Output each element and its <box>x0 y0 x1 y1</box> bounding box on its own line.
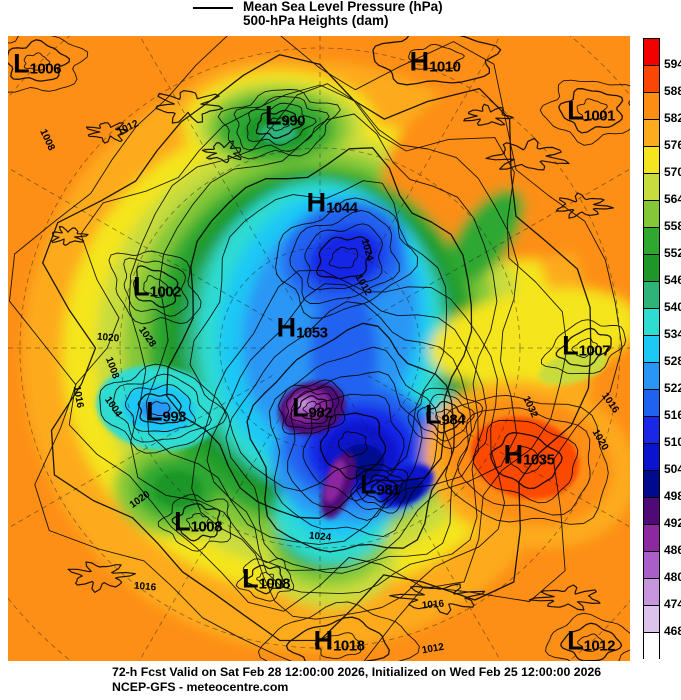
title-line1: Mean Sea Level Pressure (hPa) <box>243 0 443 14</box>
colorbar-bands <box>643 38 660 660</box>
map-panel: L 1006 H 1010 L 990 L 1001 H 1044 L 1002 H 1053 L 1007 L… <box>8 36 630 661</box>
colorbar-band <box>644 633 659 660</box>
contour-line-icon <box>193 7 233 9</box>
colorbar-band <box>644 93 659 120</box>
colorbar-band <box>644 390 659 417</box>
colorbar-tick-label: 546 <box>664 273 681 287</box>
colorbar-tick-label: 522 <box>664 381 681 395</box>
colorbar-tick-label: 570 <box>664 165 681 179</box>
chart-legend: Mean Sea Level Pressure (hPa) 500-hPa He… <box>193 0 443 28</box>
colorbar-tick-label: 528 <box>664 354 681 368</box>
colorbar-tick-label: 480 <box>664 570 681 584</box>
colorbar-band <box>644 228 659 255</box>
colorbar-tick-label: 582 <box>664 111 681 125</box>
colorbar-band <box>644 255 659 282</box>
colorbar-band <box>644 309 659 336</box>
colorbar-tick-label: 474 <box>664 597 681 611</box>
colorbar-tick-label: 594 <box>664 57 681 71</box>
colorbar-band <box>644 417 659 444</box>
colorbar-tick-label: 540 <box>664 300 681 314</box>
colorbar-tick-label: 516 <box>664 408 681 422</box>
colorbar-band <box>644 39 659 66</box>
colorbar-tick-label: 510 <box>664 435 681 449</box>
colorbar-tick-label: 504 <box>664 462 681 476</box>
colorbar-band <box>644 498 659 525</box>
colorbar-band <box>644 444 659 471</box>
model-source-text: NCEP-GFS - meteocentre.com <box>112 680 289 694</box>
colorbar-tick-label: 492 <box>664 516 681 530</box>
colorbar-band <box>644 120 659 147</box>
weather-map-canvas <box>8 36 630 661</box>
footer: 72-h Fcst Valid on Sat Feb 28 12:00:00 2… <box>112 665 601 695</box>
title-line2: 500-hPa Heights (dam) <box>243 13 389 28</box>
forecast-valid-text: 72-h Fcst Valid on Sat Feb 28 12:00:00 2… <box>112 665 602 679</box>
colorbar-tick-label: 564 <box>664 192 681 206</box>
colorbar-band <box>644 606 659 633</box>
colorbar-band <box>644 336 659 363</box>
colorbar-band <box>644 525 659 552</box>
colorbar-band <box>644 66 659 93</box>
colorbar-tick-label: 486 <box>664 543 681 557</box>
colorbar-tick-label: 552 <box>664 246 681 260</box>
colorbar-band <box>644 363 659 390</box>
colorbar-band <box>644 552 659 579</box>
colorbar-band <box>644 201 659 228</box>
colorbar-tick-label: 576 <box>664 138 681 152</box>
colorbar-tick-label: 558 <box>664 219 681 233</box>
colorbar-tick-label: 468 <box>664 624 681 638</box>
colorbar-band <box>644 174 659 201</box>
colorbar: 594 588 582 576 570 564 558 552 546 540 534 528 522 5… <box>643 38 681 660</box>
colorbar-band <box>644 471 659 498</box>
colorbar-band <box>644 579 659 606</box>
colorbar-band <box>644 147 659 174</box>
colorbar-tick-label: 588 <box>664 84 681 98</box>
colorbar-band <box>644 282 659 309</box>
colorbar-tick-label: 534 <box>664 327 681 341</box>
colorbar-tick-label: 498 <box>664 489 681 503</box>
